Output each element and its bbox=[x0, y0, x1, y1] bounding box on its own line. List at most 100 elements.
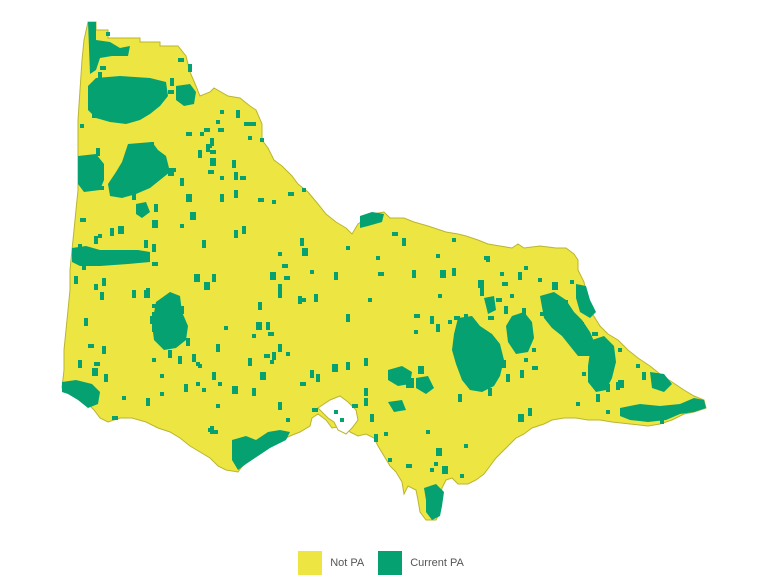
pa-speck bbox=[112, 416, 118, 420]
pa-speck bbox=[636, 364, 640, 368]
pa-patch bbox=[136, 202, 150, 218]
pa-speck bbox=[84, 318, 88, 326]
pa-speck bbox=[136, 252, 140, 260]
pa-speck bbox=[150, 316, 156, 324]
pa-speck bbox=[302, 298, 306, 302]
pa-speck bbox=[96, 44, 100, 52]
pa-speck bbox=[132, 290, 136, 298]
pa-speck bbox=[384, 432, 388, 436]
pa-speck bbox=[168, 90, 174, 94]
pa-speck bbox=[668, 408, 672, 412]
pa-speck bbox=[460, 474, 464, 478]
pa-speck bbox=[170, 78, 174, 86]
pa-speck bbox=[180, 306, 184, 314]
pa-speck bbox=[94, 362, 100, 366]
pa-speck bbox=[528, 408, 532, 416]
pa-speck bbox=[364, 358, 368, 366]
pa-speck bbox=[430, 468, 434, 472]
state-outline bbox=[61, 21, 707, 521]
pa-speck bbox=[80, 124, 84, 128]
pa-speck bbox=[400, 374, 406, 382]
pa-speck bbox=[494, 354, 500, 358]
pa-speck bbox=[178, 356, 182, 364]
pa-speck bbox=[268, 332, 274, 336]
pa-speck bbox=[370, 414, 374, 422]
pa-speck bbox=[436, 254, 440, 258]
pa-speck bbox=[192, 354, 196, 362]
pa-speck bbox=[582, 372, 586, 376]
pa-speck bbox=[426, 430, 430, 434]
pa-speck bbox=[522, 308, 526, 316]
pa-speck bbox=[240, 176, 246, 180]
pa-speck bbox=[592, 332, 598, 336]
pa-speck bbox=[150, 142, 154, 150]
pa-speck bbox=[92, 368, 98, 376]
pa-speck bbox=[518, 272, 522, 280]
pa-speck bbox=[144, 240, 148, 248]
pa-speck bbox=[104, 374, 108, 382]
pa-speck bbox=[96, 148, 100, 156]
pa-speck bbox=[602, 366, 606, 370]
pa-speck bbox=[234, 230, 238, 238]
pa-speck bbox=[580, 322, 584, 330]
pa-speck bbox=[368, 298, 372, 302]
pa-speck bbox=[502, 282, 508, 286]
pa-speck bbox=[184, 384, 188, 392]
pa-speck bbox=[524, 266, 528, 270]
pa-speck bbox=[570, 336, 576, 340]
pa-speck bbox=[152, 220, 158, 228]
pa-speck bbox=[302, 188, 306, 192]
pa-speck bbox=[190, 212, 196, 220]
pa-speck bbox=[436, 324, 440, 332]
pa-speck bbox=[488, 316, 494, 320]
pa-speck bbox=[346, 246, 350, 250]
pa-speck bbox=[216, 404, 220, 408]
pa-patch bbox=[88, 76, 168, 124]
pa-speck bbox=[300, 382, 306, 386]
pa-speck bbox=[464, 444, 468, 448]
port-phillip-bay bbox=[317, 395, 359, 435]
pa-speck bbox=[418, 366, 424, 374]
pa-speck bbox=[364, 398, 368, 406]
pa-speck bbox=[340, 418, 344, 422]
pa-speck bbox=[406, 384, 412, 388]
pa-speck bbox=[102, 88, 106, 92]
pa-speck bbox=[260, 372, 266, 380]
pa-patch bbox=[424, 484, 444, 520]
pa-speck bbox=[510, 294, 514, 298]
pa-speck bbox=[186, 132, 192, 136]
pa-speck bbox=[480, 288, 484, 296]
pa-speck bbox=[496, 298, 502, 302]
pa-speck bbox=[216, 344, 220, 352]
pa-speck bbox=[102, 278, 106, 286]
pa-speck bbox=[196, 382, 200, 386]
pa-speck bbox=[196, 362, 200, 366]
pa-speck bbox=[414, 330, 418, 334]
current-pa-small-areas bbox=[74, 32, 672, 478]
pa-speck bbox=[502, 360, 506, 368]
pa-speck bbox=[282, 264, 288, 268]
pa-speck bbox=[126, 162, 132, 170]
pa-speck bbox=[100, 186, 104, 190]
pa-speck bbox=[204, 282, 210, 290]
pa-speck bbox=[168, 168, 174, 176]
pa-speck bbox=[286, 352, 290, 356]
pa-speck bbox=[224, 326, 228, 330]
pa-speck bbox=[532, 348, 536, 352]
pa-patch bbox=[360, 212, 384, 228]
pa-speck bbox=[152, 304, 156, 308]
legend-swatch-current-pa bbox=[378, 551, 403, 575]
pa-speck bbox=[210, 158, 216, 166]
map-legend: Not PA Current PA bbox=[0, 551, 768, 575]
pa-speck bbox=[118, 226, 124, 234]
pa-speck bbox=[132, 192, 136, 200]
pa-speck bbox=[488, 362, 492, 366]
pa-speck bbox=[118, 106, 124, 114]
legend-item-current-pa: Current PA bbox=[378, 551, 470, 575]
pa-speck bbox=[310, 370, 314, 378]
pa-speck bbox=[284, 276, 290, 280]
pa-speck bbox=[570, 280, 574, 284]
pa-speck bbox=[188, 64, 192, 72]
pa-speck bbox=[440, 270, 446, 278]
pa-speck bbox=[146, 152, 152, 160]
